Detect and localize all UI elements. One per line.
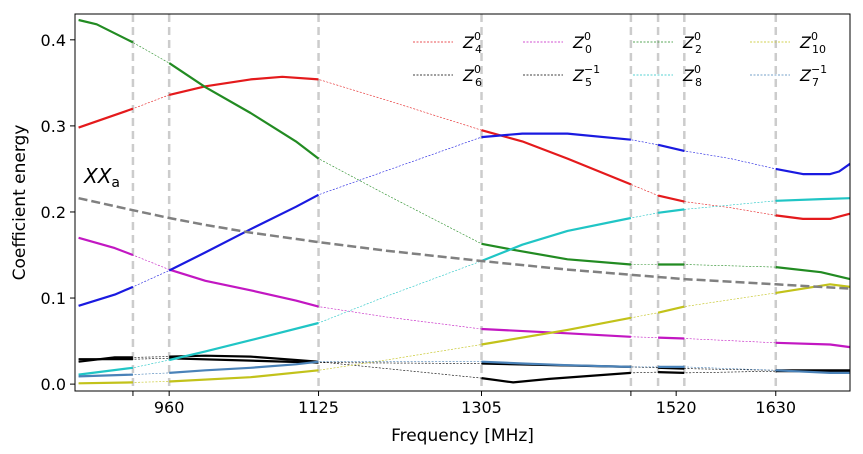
series-segment-7-4 — [775, 369, 850, 374]
legend-entry-1: Z0 6 — [462, 63, 482, 89]
plot-frame — [74, 13, 851, 392]
legend-entry-sup: 0 — [474, 63, 481, 76]
legend-entry-name: Z — [682, 66, 695, 85]
legend-entry-sub: 2 — [695, 43, 702, 56]
series-segment-7-2 — [481, 360, 631, 368]
y-tick-label-0.2: 0.2 — [41, 203, 66, 222]
series-segment-6-2 — [481, 316, 632, 346]
legend-entry-sub: 4 — [475, 43, 482, 56]
x-tick-label-1520: 1520 — [656, 398, 697, 417]
series-segment-8-0 — [78, 285, 134, 307]
series-segment-2-2 — [481, 327, 631, 338]
series-segment-1-2 — [481, 371, 631, 384]
series-segment-6-4 — [775, 283, 851, 294]
legend-entry-sub: 8 — [695, 76, 702, 89]
series-segment-5-2 — [481, 216, 632, 263]
legend-entry-sup: −1 — [811, 63, 827, 76]
series-segment-0-3 — [657, 194, 685, 203]
legend: Z0 4Z0 6Z0 0Z−1 5Z0 2Z0 8Z0 10Z−1 7 — [413, 30, 827, 89]
series-segment-2-3 — [658, 336, 685, 340]
series-segment-2-0 — [78, 236, 134, 257]
series-segment-5-3 — [657, 208, 685, 214]
y-axis-label: Coefficient energy — [10, 125, 30, 281]
series-segment-3-1 — [169, 357, 319, 364]
plot-annotation: XXa — [83, 164, 120, 191]
series-segment-8-2 — [481, 132, 632, 141]
series-segment-6-0 — [78, 381, 133, 385]
legend-entry-sub: 0 — [585, 43, 592, 56]
series-segment-0-0 — [78, 107, 134, 129]
annotation-main: XX — [83, 164, 113, 188]
x-tick-label-960: 960 — [154, 398, 185, 417]
legend-entry-name: Z — [462, 33, 475, 52]
series-segment-1-1 — [169, 354, 319, 363]
legend-entry-name: Z — [682, 33, 695, 52]
legend-entry-3: Z−1 5 — [572, 63, 600, 89]
series-segment-1-3 — [658, 371, 685, 374]
legend-entry-sub: 5 — [585, 76, 592, 89]
legend-entry-7: Z−1 7 — [799, 63, 827, 89]
legend-entry-sup: 0 — [811, 30, 818, 43]
series-segment-2-1 — [168, 268, 319, 308]
series-segment-4-4 — [775, 266, 851, 281]
series-segment-0-4 — [775, 212, 851, 220]
series-segment-7-0 — [78, 373, 133, 378]
legend-entry-name: Z — [799, 66, 812, 85]
series-line-1 — [78, 355, 850, 383]
series-segment-7-1 — [169, 360, 319, 374]
legend-entry-sup: 0 — [694, 30, 701, 43]
legend-entry-sub: 10 — [812, 43, 826, 56]
series-line-2 — [78, 237, 851, 348]
series-segment-6-1 — [169, 369, 319, 383]
x-tick-label-1125: 1125 — [298, 398, 339, 417]
series-segment-2-4 — [775, 341, 851, 349]
legend-entry-2: Z0 0 — [572, 30, 592, 56]
series-segment-5-0 — [78, 366, 134, 376]
series-layer — [78, 18, 851, 385]
series-segment-4-1 — [168, 62, 320, 160]
legend-entry-5: Z0 8 — [682, 63, 702, 89]
series-segment-6-3 — [657, 305, 685, 314]
legend-entry-name: Z — [572, 66, 585, 85]
legend-entry-name: Z — [799, 33, 812, 52]
legend-entry-0: Z0 4 — [462, 30, 482, 56]
series-segment-8-1 — [168, 193, 320, 272]
series-line-9 — [78, 196, 851, 290]
legend-entry-6: Z0 10 — [799, 30, 826, 56]
series-segment-4-0 — [78, 18, 134, 44]
y-tick-label-0.1: 0.1 — [41, 289, 66, 308]
x-axis-label: Frequency [MHz] — [391, 426, 534, 446]
x-tick-label-1630: 1630 — [755, 398, 796, 417]
legend-entry-sup: 0 — [584, 30, 591, 43]
y-tick-label-0.4: 0.4 — [41, 31, 66, 50]
annotation-sub: a — [111, 175, 120, 191]
legend-entry-4: Z0 2 — [682, 30, 702, 56]
series-segment-0-1 — [168, 75, 319, 96]
legend-entry-sub: 7 — [812, 76, 819, 89]
legend-entry-name: Z — [572, 33, 585, 52]
legend-entry-sup: 0 — [474, 30, 481, 43]
x-tick-label-1305: 1305 — [461, 398, 502, 417]
series-segment-8-3 — [657, 143, 685, 152]
legend-entry-name: Z — [462, 66, 475, 85]
vertical-reference-lines — [131, 14, 778, 391]
series-segment-8-4 — [775, 162, 851, 176]
legend-entry-sup: −1 — [584, 63, 600, 76]
series-segment-5-1 — [168, 321, 319, 362]
y-tick-label-0: 0.0 — [41, 375, 66, 394]
axis-ticks: 960 1125 1305 1520 1630 0.0 0.1 0.2 0.3 0.4 — [41, 31, 797, 417]
legend-entry-sup: 0 — [694, 63, 701, 76]
y-tick-label-0.3: 0.3 — [41, 117, 66, 136]
series-segment-5-4 — [775, 197, 851, 202]
legend-entry-sub: 6 — [475, 76, 482, 89]
series-segment-4-2 — [481, 242, 631, 266]
